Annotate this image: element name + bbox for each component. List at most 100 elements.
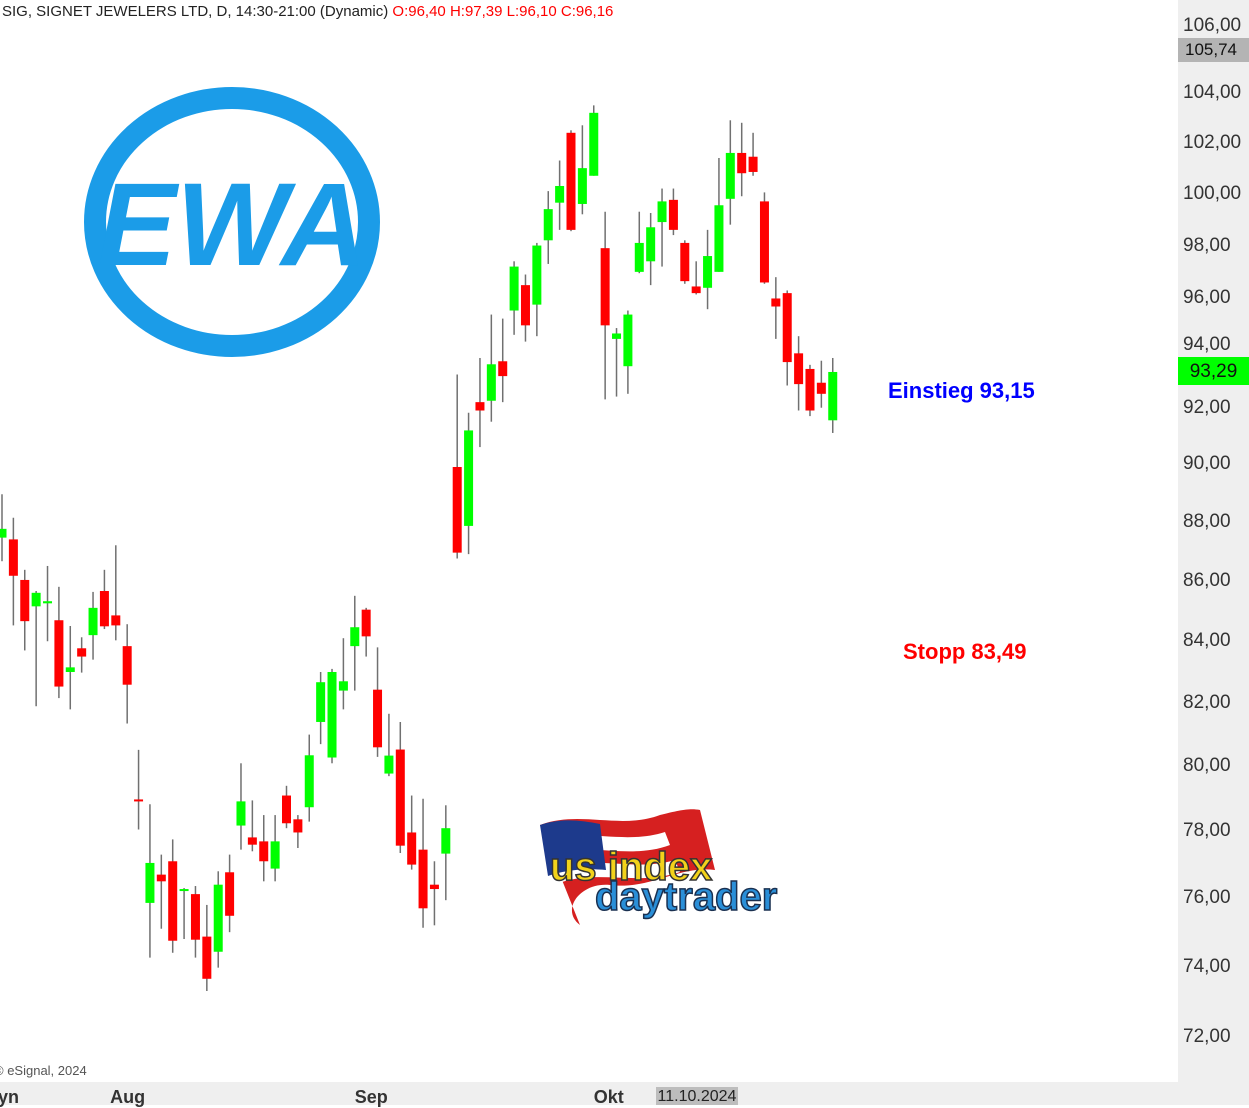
candle (384, 713, 394, 777)
candle-body-up (338, 681, 348, 691)
candle-body-up (304, 755, 314, 808)
candle-body-down (407, 832, 417, 865)
candle (577, 125, 587, 215)
candle-body-up (88, 607, 98, 636)
candle (532, 242, 542, 337)
usindex-daytrader-logo: us index daytrader (540, 809, 778, 925)
candle-body-up (725, 152, 735, 199)
ewa-logo: EWA (84, 87, 380, 357)
price-tick-label: 78,00 (1183, 820, 1231, 842)
candle (464, 412, 474, 555)
time-tick-label: Aug (110, 1087, 146, 1107)
time-tick-label: Okt (593, 1087, 624, 1107)
candle (657, 188, 667, 267)
price-tick-label: 90,00 (1183, 453, 1231, 475)
candle (691, 261, 701, 295)
candle (350, 595, 360, 691)
candle-body-down (805, 368, 815, 411)
candle-body-down (202, 936, 212, 979)
candle (782, 290, 792, 386)
candle-body-down (156, 874, 166, 882)
price-tick-label: 72,00 (1183, 1025, 1231, 1047)
candle-body-up (657, 201, 667, 223)
candle-body-down (759, 201, 769, 283)
candlestick-chart (0, 105, 838, 992)
price-tick-label: 106,00 (1183, 15, 1242, 36)
candle (589, 105, 599, 176)
symbol-title: SIG, SIGNET JEWELERS LTD, D, 14:30-21:00… (2, 3, 389, 20)
candle-body-up (828, 371, 838, 421)
candle (111, 545, 121, 641)
price-tick-label: 88,00 (1183, 510, 1231, 532)
candle-body-down (168, 861, 178, 941)
candle-body-up (179, 889, 189, 892)
copyright: © eSignal, 2024 (0, 1063, 87, 1078)
candle (168, 839, 178, 953)
candle (236, 763, 246, 850)
candle-body-down (498, 361, 508, 377)
candle-body-down (794, 353, 804, 385)
candle (748, 132, 758, 176)
price-tick-label: 76,00 (1183, 887, 1231, 909)
candle (520, 274, 530, 342)
candle-body-up (543, 209, 553, 241)
candle (202, 904, 212, 992)
candle (43, 565, 53, 642)
candle-body-up (350, 627, 360, 647)
price-tick-label: 100,00 (1183, 182, 1242, 204)
price-tick-label: 104,00 (1183, 82, 1242, 103)
price-tick-label: 82,00 (1183, 692, 1231, 714)
candle-body-down (190, 894, 200, 940)
candle (475, 357, 485, 448)
price-tick-label: 102,00 (1183, 131, 1242, 153)
candle-body-down (748, 156, 758, 172)
candle (247, 800, 257, 852)
candle-body-down (293, 819, 303, 833)
candle-body-up (646, 227, 656, 262)
price-axis[interactable] (1178, 0, 1249, 1105)
candle-body-down (737, 152, 747, 174)
candle-body-down (259, 841, 269, 862)
price-tick-label: 74,00 (1183, 955, 1231, 977)
time-axis[interactable] (0, 1082, 1178, 1105)
candle-body-down (680, 242, 690, 282)
candle (373, 647, 383, 757)
candle-body-down (99, 591, 109, 627)
candle-body-down (395, 749, 405, 846)
candle-body-down (134, 799, 144, 802)
candle-body-up (703, 256, 713, 288)
candle-body-up (612, 333, 622, 339)
candle (156, 854, 166, 929)
candle-body-down (782, 293, 792, 363)
candle (54, 586, 64, 699)
svg-text:EWA: EWA (98, 159, 367, 291)
candle (737, 122, 747, 197)
price-tick-label: 80,00 (1183, 755, 1231, 777)
candle (555, 160, 565, 230)
candle (509, 261, 519, 335)
candle (418, 798, 428, 928)
candle (600, 211, 610, 400)
high-price-label: 105,74 (1178, 38, 1249, 62)
ohlc-readout: O:96,40 H:97,39 L:96,10 C:96,16 (392, 3, 614, 20)
candle-body-up (145, 862, 155, 903)
candle-body-down (247, 837, 257, 845)
candle-body-down (429, 884, 439, 890)
candle (282, 785, 291, 829)
candle (680, 240, 690, 284)
candle (646, 213, 656, 286)
candle-body-down (566, 132, 576, 230)
chart-title: SIG, SIGNET JEWELERS LTD, D, 14:30-21:00… (2, 3, 613, 20)
candle (407, 795, 417, 870)
candle (338, 638, 348, 710)
candle-body-up (327, 671, 337, 758)
candle (725, 120, 735, 225)
candle (304, 734, 314, 822)
candle-body-up (532, 245, 542, 305)
candle-body-up (441, 828, 451, 854)
candle (8, 517, 18, 626)
last-price-label: 93,29 (1178, 357, 1249, 385)
candle (498, 318, 508, 403)
candle (134, 749, 144, 830)
price-tick-label: 98,00 (1183, 234, 1231, 256)
